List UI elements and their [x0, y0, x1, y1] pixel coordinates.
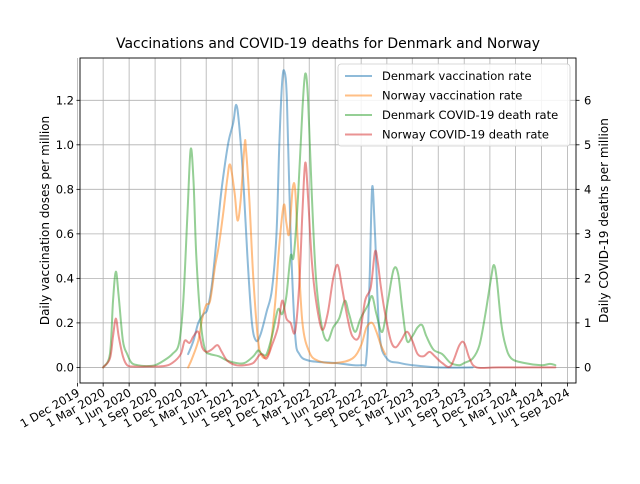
legend: Denmark vaccination rate Norway vaccinati…	[337, 63, 571, 147]
y-tick-label-right: 0	[584, 360, 591, 374]
series-line-denmark-covid-19-death-rate	[102, 72, 557, 369]
y-tick-label-right: 4	[584, 182, 591, 196]
y-tick-label-right: 3	[584, 227, 591, 241]
y-tick-label-left: 0.0	[56, 360, 74, 374]
y-tick-label-right: 1	[584, 316, 591, 330]
series-line-norway-covid-19-death-rate	[102, 161, 557, 370]
legend-entry: Norway COVID-19 death rate	[382, 128, 549, 142]
y-tick-label-left: 1.0	[56, 138, 74, 152]
y-tick-label-right: 5	[584, 138, 591, 152]
chart-title: Vaccinations and COVID-19 deaths for Den…	[116, 36, 540, 52]
legend-entry: Denmark vaccination rate	[382, 69, 532, 83]
series-line-denmark-vaccination-rate	[187, 69, 474, 369]
y-tick-label-left: 0.8	[56, 182, 74, 196]
y-tick-label-left: 0.6	[56, 227, 74, 241]
legend-entry: Norway vaccination rate	[382, 89, 522, 103]
legend-entry: Denmark COVID-19 death rate	[382, 108, 558, 122]
y-tick-label-right: 6	[584, 93, 591, 107]
series-lines	[102, 69, 557, 370]
y-axis-label-right: Daily COVID-19 deaths per million	[597, 118, 611, 323]
y-tick-label-left: 0.4	[56, 271, 74, 285]
legend-box	[337, 63, 571, 147]
plot-frame	[79, 57, 577, 384]
y-tick-label-left: 0.2	[56, 316, 74, 330]
y-tick-label-right: 2	[584, 271, 591, 285]
y-axis-label-left: Daily vaccination doses per million	[38, 116, 52, 325]
series-line-norway-vaccination-rate	[187, 139, 387, 369]
y-tick-label-left: 1.2	[56, 93, 74, 107]
